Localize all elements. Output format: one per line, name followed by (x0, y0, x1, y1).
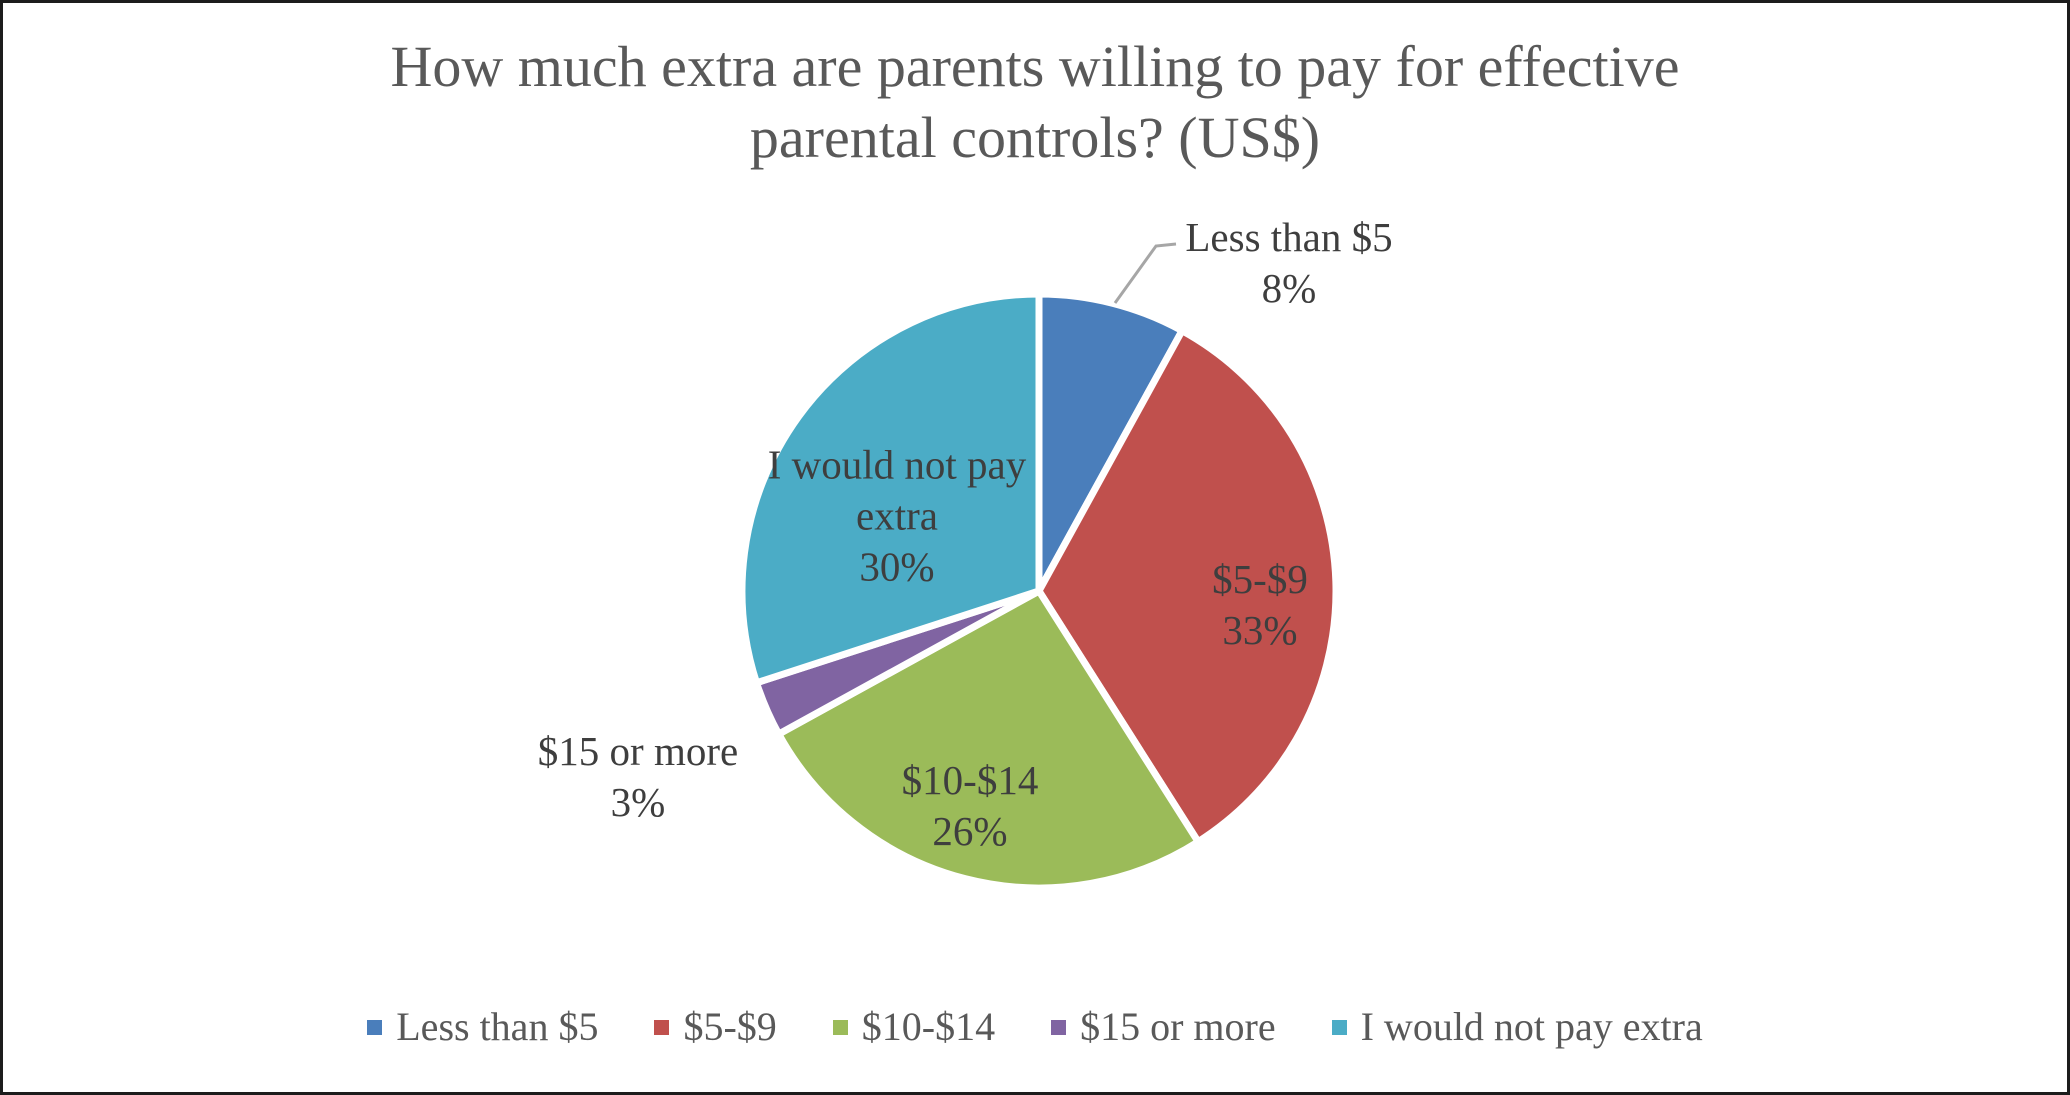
data-label-less-than-5: Less than $5 8% (1185, 212, 1392, 314)
pie-slice-4[interactable] (738, 290, 1043, 688)
legend-item-10-14[interactable]: $10-$14 (832, 1003, 996, 1050)
data-label-category: $15 or more (537, 728, 739, 774)
legend-swatch-icon (832, 1020, 848, 1035)
legend-label: $5-$9 (683, 1004, 777, 1049)
legend-swatch-icon (1051, 1020, 1067, 1035)
data-label-category: $10-$14 (901, 757, 1039, 803)
data-label-category: $5-$9 (1212, 556, 1308, 602)
legend-item-would-not-pay[interactable]: I would not pay extra (1331, 1003, 1703, 1050)
chart-title: How much extra are parents willing to pa… (3, 31, 2067, 173)
pie-slice-2[interactable] (773, 586, 1203, 892)
legend-item-15-or-more[interactable]: $15 or more (1051, 1003, 1276, 1050)
data-label-percent: 8% (1261, 265, 1317, 311)
data-label-percent: 33% (1222, 607, 1298, 653)
label-leader-line (1113, 242, 1177, 304)
data-label-15-or-more: $15 or more 3% (538, 726, 738, 828)
legend-label: $10-$14 (861, 1004, 996, 1049)
legend-item-less-than-5[interactable]: Less than $5 (367, 1003, 598, 1050)
legend-label: Less than $5 (396, 1004, 599, 1049)
chart-legend: Less than $5 $5-$9 $10-$14 $15 or more I… (3, 1003, 2067, 1050)
chart-title-line-2: parental controls? (US$) (749, 105, 1321, 170)
pie-slice-1[interactable] (1034, 325, 1340, 847)
legend-swatch-icon (1331, 1020, 1347, 1035)
data-label-percent: 26% (932, 808, 1008, 854)
data-label-percent: 30% (859, 543, 935, 590)
data-label-5-9: $5-$9 33% (1212, 554, 1308, 656)
data-label-category: Less than $5 (1185, 214, 1393, 260)
pie-chart (738, 242, 1340, 892)
chart-title-line-1: How much extra are parents willing to pa… (390, 34, 1680, 99)
legend-item-5-9[interactable]: $5-$9 (654, 1003, 777, 1050)
data-label-would-not-pay: I would not pay extra 30% (761, 440, 1033, 593)
data-label-category: I would not pay extra (767, 441, 1027, 539)
legend-label: $15 or more (1080, 1004, 1276, 1049)
legend-swatch-icon (654, 1020, 670, 1035)
pie-slice-0[interactable] (1035, 290, 1187, 593)
legend-label: I would not pay extra (1360, 1004, 1703, 1049)
data-label-10-14: $10-$14 26% (902, 755, 1039, 857)
data-label-percent: 3% (610, 779, 666, 825)
legend-swatch-icon (367, 1020, 383, 1035)
